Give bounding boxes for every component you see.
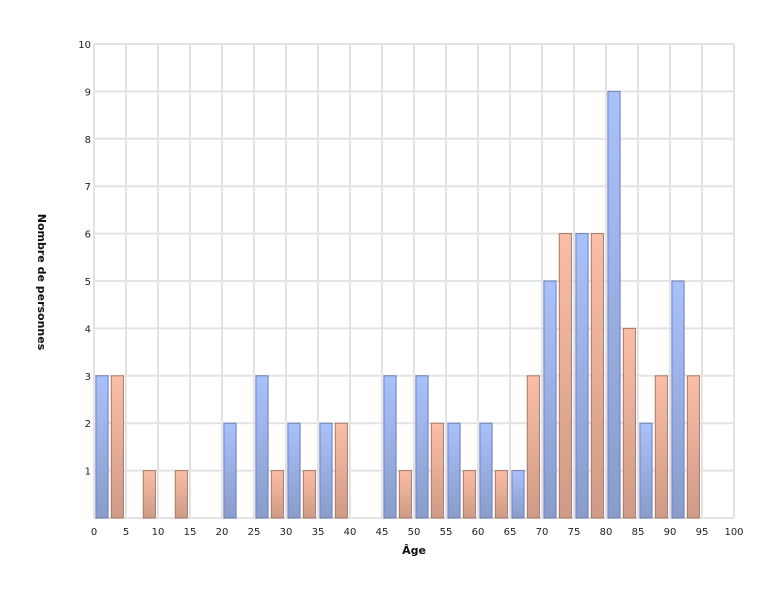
x-tick-label: 35	[312, 527, 325, 538]
y-tick-label: 8	[85, 135, 91, 146]
y-axis-ticks: 1 2 3 4 5 6 7 8 9 10	[78, 40, 91, 478]
y-tick-label: 7	[85, 182, 91, 193]
grid-lines	[93, 43, 735, 519]
bar-series-blue	[543, 280, 557, 519]
y-tick-label: 6	[85, 230, 91, 241]
bar-series-blue	[479, 422, 493, 519]
x-tick-label: 10	[152, 527, 165, 538]
x-tick-label: 45	[376, 527, 389, 538]
bar-series-orange	[558, 233, 572, 519]
x-tick-label: 5	[123, 527, 129, 538]
bar-series-blue	[223, 422, 237, 519]
bar-series-orange	[686, 375, 700, 519]
y-tick-label: 4	[85, 324, 91, 335]
bar-series-blue	[255, 375, 269, 519]
bar-series-blue	[287, 422, 301, 519]
x-tick-label: 30	[280, 527, 293, 538]
bar-series-blue	[447, 422, 461, 519]
bar-series-blue	[319, 422, 333, 519]
x-axis-title: Âge	[402, 544, 426, 557]
x-tick-label: 25	[248, 527, 261, 538]
x-tick-label: 90	[664, 527, 677, 538]
bar-series-orange	[622, 327, 636, 519]
x-tick-label: 100	[724, 527, 743, 538]
x-tick-label: 80	[600, 527, 613, 538]
bar-series-blue	[607, 90, 621, 519]
x-tick-label: 40	[344, 527, 357, 538]
x-tick-label: 0	[91, 527, 97, 538]
bar-series-orange	[142, 470, 156, 519]
y-tick-label: 9	[85, 87, 91, 98]
bar-series-orange	[398, 470, 412, 519]
bars	[95, 90, 700, 519]
y-tick-label: 5	[85, 277, 91, 288]
bar-series-orange	[590, 233, 604, 519]
y-tick-label: 10	[78, 40, 91, 51]
bar-series-blue	[95, 375, 109, 519]
bar-series-orange	[430, 422, 444, 519]
x-axis-ticks: 0 5 10 15 20 25 30 35 40 45 50 55 60 65 70 75 80 85 90 95 10…	[91, 527, 744, 538]
x-tick-label: 65	[504, 527, 517, 538]
bar-series-blue	[415, 375, 429, 519]
x-tick-label: 50	[408, 527, 421, 538]
bar-series-orange	[270, 470, 284, 519]
bar-series-orange	[462, 470, 476, 519]
bar-series-blue	[639, 422, 653, 519]
bar-series-orange	[110, 375, 124, 519]
x-tick-label: 60	[472, 527, 485, 538]
bar-series-orange	[302, 470, 316, 519]
bar-series-orange	[494, 470, 508, 519]
bar-series-blue	[671, 280, 685, 519]
x-tick-label: 95	[696, 527, 709, 538]
y-tick-label: 2	[85, 419, 91, 430]
x-tick-label: 70	[536, 527, 549, 538]
x-tick-label: 20	[216, 527, 229, 538]
bar-series-orange	[334, 422, 348, 519]
bar-series-blue	[511, 470, 525, 519]
bar-series-orange	[526, 375, 540, 519]
x-tick-label: 85	[632, 527, 645, 538]
y-tick-label: 3	[85, 372, 91, 383]
bar-series-blue	[383, 375, 397, 519]
bar-series-orange	[174, 470, 188, 519]
x-tick-label: 75	[568, 527, 581, 538]
x-tick-label: 15	[184, 527, 197, 538]
y-axis-title: Nombre de personnes	[35, 214, 48, 351]
bar-series-blue	[575, 233, 589, 519]
x-tick-label: 55	[440, 527, 453, 538]
bar-series-orange	[654, 375, 668, 519]
y-tick-label: 1	[85, 467, 91, 478]
